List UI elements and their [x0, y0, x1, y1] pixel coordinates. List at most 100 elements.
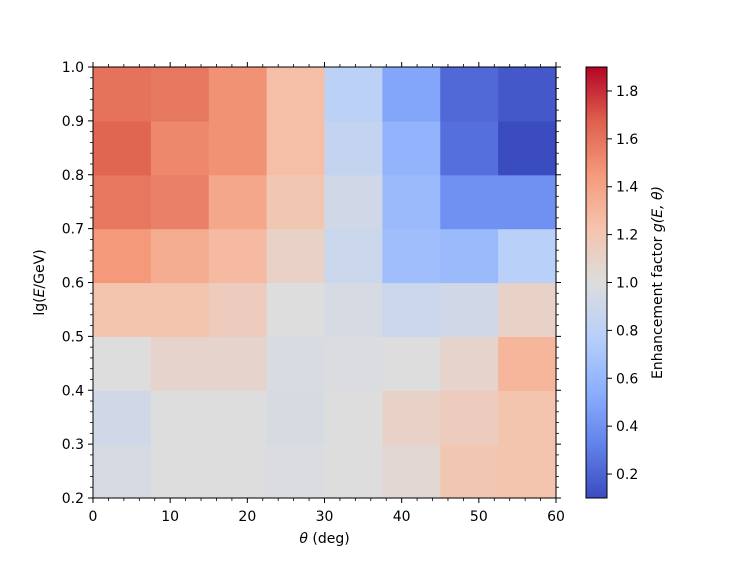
heatmap-cell [208, 67, 268, 122]
heatmap-cell [266, 174, 326, 230]
heatmap-cell [208, 336, 268, 391]
y-tick-label: 1.0 [62, 60, 84, 76]
y-tick-label: 0.9 [62, 114, 84, 130]
colorbar-tick-label: 1.8 [616, 84, 638, 100]
y-axis-label-suffix: /GeV) [32, 249, 48, 288]
heatmap-cell [150, 336, 210, 391]
heatmap-cell [382, 228, 441, 284]
x-tick-label: 30 [316, 509, 334, 525]
heatmap-cell [440, 174, 499, 230]
heatmap-cell [382, 120, 441, 176]
heatmap-cell [266, 282, 326, 337]
heatmap-cell [440, 336, 499, 391]
heatmap-cell [266, 336, 326, 391]
colorbar-tick-label: 1.2 [616, 228, 638, 244]
x-axis-label: θ (deg) [299, 531, 349, 547]
heatmap-cell [324, 282, 383, 337]
heatmap-cell [93, 282, 152, 337]
heatmap-cell [208, 228, 268, 284]
heatmap-cell [382, 67, 441, 122]
heatmap-cell [93, 174, 152, 230]
heatmap-cell [498, 120, 557, 176]
heatmap-cell [208, 444, 268, 499]
heatmap-cell [498, 336, 557, 391]
heatmap-cell [498, 390, 557, 445]
heatmap-cell [150, 228, 210, 284]
heatmap-cell [440, 67, 499, 122]
x-tick-label: 10 [161, 509, 179, 525]
heatmap-cell [440, 390, 499, 445]
colorbar-tick-label: 0.6 [616, 371, 638, 387]
x-tick-label: 20 [238, 509, 256, 525]
y-tick-label: 0.8 [62, 168, 84, 184]
heatmap-cell [93, 444, 152, 499]
colorbar-label-symbol: g(E, θ) [650, 186, 666, 232]
heatmap-cell [93, 228, 152, 284]
heatmap-cell [150, 282, 210, 337]
heatmap-cell [382, 444, 441, 499]
colorbar-tick-label: 1.0 [616, 276, 638, 292]
heatmap-cell [440, 120, 499, 176]
heatmap-cell [440, 282, 499, 337]
heatmap-cell [324, 67, 383, 122]
y-tick-label: 0.5 [62, 329, 84, 345]
heatmap-cell [382, 390, 441, 445]
y-axis: 0.2 0.3 0.4 0.5 0.6 0.7 0.8 0.9 1.0 [62, 60, 561, 507]
x-tick-label: 0 [89, 509, 98, 525]
heatmap-cell [440, 444, 499, 499]
heatmap-cell [208, 282, 268, 337]
y-tick-label: 0.6 [62, 276, 84, 292]
colorbar-label-text: Enhancement factor [650, 232, 666, 379]
x-axis: 0 10 20 30 40 50 60 [89, 62, 565, 525]
colorbar-tick-label: 0.8 [616, 323, 638, 339]
heatmap-cell [324, 120, 383, 176]
heatmap-cell [498, 228, 557, 284]
heatmap-cell [382, 174, 441, 230]
heatmap-cell [150, 174, 210, 230]
x-tick-label: 50 [470, 509, 488, 525]
heatmap-cell [150, 120, 210, 176]
heatmap-cell [324, 174, 383, 230]
heatmap-cell [208, 174, 268, 230]
heatmap-cell [93, 120, 152, 176]
colorbar [585, 66, 608, 499]
x-axis-label-unit: (deg) [308, 531, 350, 547]
heatmap-cell [266, 120, 326, 176]
colorbar-tick-label: 0.4 [616, 419, 638, 435]
y-tick-label: 0.7 [62, 222, 84, 238]
heatmap-cell [498, 282, 557, 337]
heatmap-cell [266, 228, 326, 284]
heatmap-cell [498, 174, 557, 230]
heatmap-cell [382, 336, 441, 391]
y-axis-label: lg(E/GeV) [32, 249, 48, 315]
colorbar-tick-label: 1.6 [616, 132, 638, 148]
heatmap-cell [266, 444, 326, 499]
heatmap-cell [150, 390, 210, 445]
heatmap-cell [324, 336, 383, 391]
y-tick-label: 0.3 [62, 437, 84, 453]
heatmap-cell [150, 444, 210, 499]
x-axis-label-symbol: θ [299, 531, 308, 547]
colorbar-tick-label: 1.4 [616, 180, 638, 196]
y-axis-label-symbol: E [32, 288, 48, 297]
heatmap-cell [266, 67, 326, 122]
heatmap-cell [266, 390, 326, 445]
heatmap-cell [324, 390, 383, 445]
heatmap-cell [208, 390, 268, 445]
heatmap-cell [324, 444, 383, 499]
heatmap-cell [208, 120, 268, 176]
heatmap-cell [498, 67, 557, 122]
heatmap-cell [498, 444, 557, 499]
heatmap-cell [382, 282, 441, 337]
y-axis-label-prefix: lg( [32, 297, 48, 315]
heatmap-cell [324, 228, 383, 284]
heatmap-cell [93, 67, 152, 122]
colorbar-label: Enhancement factor g(E, θ) [650, 186, 666, 379]
heatmap-cell [150, 67, 210, 122]
heatmap-cell [440, 228, 499, 284]
y-tick-label: 0.4 [62, 383, 84, 399]
heatmap-cell [93, 390, 152, 445]
heatmap-cell [93, 336, 152, 391]
